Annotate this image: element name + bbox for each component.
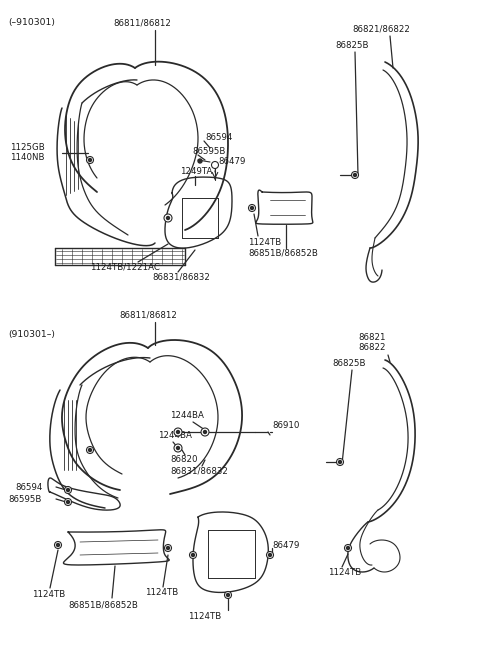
Circle shape <box>345 544 351 552</box>
Circle shape <box>198 159 202 163</box>
Circle shape <box>67 489 70 491</box>
Circle shape <box>266 552 274 559</box>
Text: 86821: 86821 <box>358 333 385 342</box>
Text: 1124TB: 1124TB <box>328 568 361 577</box>
Text: 86594: 86594 <box>15 483 42 491</box>
Text: 1125GB: 1125GB <box>10 143 45 153</box>
Text: 86811/86812: 86811/86812 <box>119 311 177 320</box>
Circle shape <box>64 487 72 493</box>
Circle shape <box>86 447 94 453</box>
Circle shape <box>192 553 194 557</box>
Circle shape <box>88 159 92 162</box>
Text: 86479: 86479 <box>272 540 300 550</box>
Circle shape <box>347 546 349 550</box>
Circle shape <box>164 214 172 222</box>
Text: 86851B/86852B: 86851B/86852B <box>248 248 318 257</box>
Circle shape <box>86 157 94 164</box>
Text: (910301–): (910301–) <box>8 330 55 339</box>
Text: 1140NB: 1140NB <box>10 153 45 162</box>
Circle shape <box>212 162 218 168</box>
Text: 86821/86822: 86821/86822 <box>352 25 410 34</box>
Circle shape <box>190 552 196 559</box>
Circle shape <box>249 204 255 212</box>
Circle shape <box>67 500 70 504</box>
Circle shape <box>204 430 206 434</box>
Text: 86594: 86594 <box>205 134 232 143</box>
Circle shape <box>64 498 72 506</box>
Circle shape <box>177 430 180 434</box>
Circle shape <box>353 174 357 176</box>
Circle shape <box>336 458 344 466</box>
Circle shape <box>55 542 61 548</box>
Text: 1244BA: 1244BA <box>158 431 192 440</box>
Text: 1124TB/1221AC: 1124TB/1221AC <box>90 262 160 271</box>
Text: 1249TA: 1249TA <box>180 168 212 176</box>
Circle shape <box>227 593 229 597</box>
Text: 86825B: 86825B <box>335 41 369 50</box>
Text: 86851B/86852B: 86851B/86852B <box>68 600 138 609</box>
Circle shape <box>88 449 92 451</box>
Circle shape <box>57 544 60 546</box>
Circle shape <box>174 428 182 436</box>
Circle shape <box>177 447 180 449</box>
Circle shape <box>167 217 169 219</box>
Text: 86831/86832: 86831/86832 <box>170 466 228 475</box>
Text: 1124TB: 1124TB <box>145 588 178 597</box>
Text: 86811/86812: 86811/86812 <box>113 19 171 28</box>
Circle shape <box>268 553 272 557</box>
Text: 86825B: 86825B <box>332 359 365 368</box>
Circle shape <box>167 546 169 550</box>
Text: 1244BA: 1244BA <box>170 411 204 420</box>
Text: 86831/86832: 86831/86832 <box>152 272 210 281</box>
Text: 86820: 86820 <box>170 455 197 464</box>
Text: 1124TB: 1124TB <box>248 238 281 247</box>
Text: 1124TB: 1124TB <box>32 590 65 599</box>
Circle shape <box>201 428 209 436</box>
Circle shape <box>174 444 182 452</box>
Circle shape <box>225 591 231 599</box>
Text: 1124TB: 1124TB <box>188 612 222 621</box>
Circle shape <box>165 544 171 552</box>
Text: 86822: 86822 <box>358 343 385 352</box>
Circle shape <box>351 172 359 179</box>
Circle shape <box>338 460 341 464</box>
Text: 86595B: 86595B <box>192 147 226 155</box>
Text: 86479: 86479 <box>218 157 245 166</box>
Text: (–910301): (–910301) <box>8 18 55 27</box>
Circle shape <box>251 206 253 210</box>
Text: 86910: 86910 <box>272 421 300 430</box>
Text: 86595B: 86595B <box>8 495 41 504</box>
